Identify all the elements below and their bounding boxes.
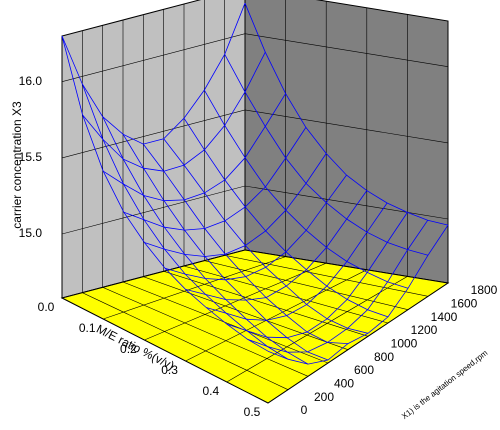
surface-column xyxy=(203,89,409,289)
y-tick-label: 1200 xyxy=(411,323,438,337)
y-tick-label: 1600 xyxy=(451,297,478,311)
surface-row xyxy=(82,52,266,172)
y-tick-label: 800 xyxy=(374,350,394,364)
z-tick-label: 15.0 xyxy=(19,226,43,240)
surface-column xyxy=(224,54,429,256)
x-tick-label: 0.3 xyxy=(161,363,178,377)
x-grid-line xyxy=(226,14,408,383)
surface-column xyxy=(142,143,349,344)
surface-row xyxy=(185,190,368,301)
surface-column xyxy=(102,116,309,365)
x-tick-label: 0.1 xyxy=(79,321,96,335)
y-tick-label: 1400 xyxy=(431,310,458,324)
z-tick-label: 16.0 xyxy=(19,74,43,88)
x-tick-label: 0.5 xyxy=(244,405,261,419)
surface-row xyxy=(247,220,429,353)
surface-column xyxy=(122,133,329,361)
surface-row xyxy=(206,202,388,321)
y-tick-label: 400 xyxy=(334,377,354,391)
surface-row xyxy=(144,153,327,257)
z-tick-label: 15.5 xyxy=(19,150,43,164)
surface-row xyxy=(226,212,408,339)
surface-row xyxy=(267,224,449,365)
y-tick-label: 0 xyxy=(301,403,308,417)
x-grid-line xyxy=(61,0,246,299)
surface-column xyxy=(244,3,449,226)
x-grid-line xyxy=(267,21,449,404)
y-tick-label: 600 xyxy=(354,363,374,377)
y-tick-label: 1000 xyxy=(391,337,418,351)
surface-column xyxy=(163,138,369,334)
plot: 15.0 15.5 16.0 0.0 0.1 0.2 0.3 0.4 0.5 0 200400600… xyxy=(19,0,498,419)
x-grid-line xyxy=(144,1,327,341)
x-tick-label: 0.4 xyxy=(202,384,219,398)
y-axis-title: X1) is the agitation speed,rpm xyxy=(400,348,490,421)
x-grid-line xyxy=(103,0,286,320)
x-tick-label: 0.2 xyxy=(120,342,137,356)
x-tick-label: 0.0 xyxy=(38,300,55,314)
surface-column xyxy=(81,83,289,360)
surface-column xyxy=(183,117,389,318)
y-tick-label: 1800 xyxy=(471,283,498,297)
surface-row xyxy=(123,127,307,231)
y-tick-label: 200 xyxy=(314,390,334,404)
surface-column xyxy=(61,35,269,352)
z-axis-title: carrier concentration X3 xyxy=(10,101,24,229)
surface-row xyxy=(61,3,246,145)
surface-row xyxy=(102,93,286,202)
surface-row xyxy=(164,174,347,281)
